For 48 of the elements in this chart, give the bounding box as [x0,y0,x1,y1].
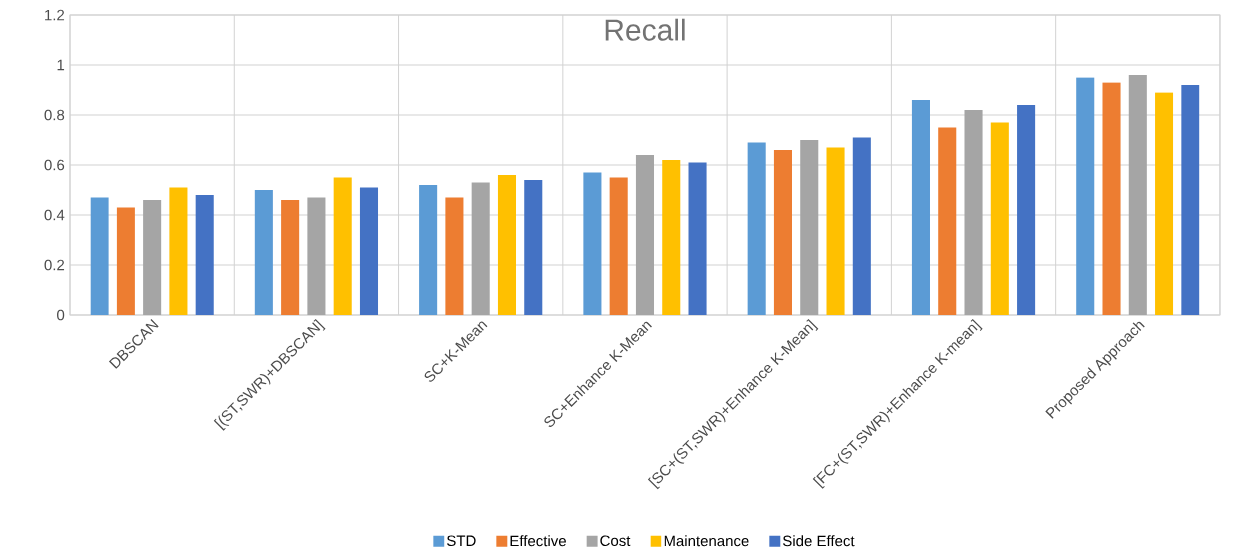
bar [281,200,300,315]
bar [938,127,957,315]
legend-label: Effective [510,535,566,547]
bar [143,200,162,315]
bar [524,180,543,315]
y-tick-label: 0.6 [44,159,65,171]
legend-label: STD [447,535,476,547]
legend-label: Side Effect [783,535,855,547]
bar [359,187,379,315]
bar [195,195,214,315]
bar [800,140,819,315]
bar [583,172,602,315]
y-tick-label: 0.2 [44,259,65,271]
bar [1102,82,1121,315]
bar [1017,105,1036,315]
bar [497,175,517,315]
bar [688,162,707,315]
bar [852,137,871,315]
legend-label: Cost [600,535,631,547]
bar [826,147,845,315]
bar [964,110,983,315]
bar [1076,77,1095,315]
bar [1181,85,1200,315]
bar [747,142,766,315]
bar [116,207,135,315]
bar [445,197,464,315]
y-tick-label: 1 [57,59,65,71]
bar [990,122,1009,315]
bar [662,160,681,315]
bar [773,150,792,315]
chart-title: Recall [605,18,685,41]
y-tick-label: 0.4 [44,209,65,221]
bar [90,197,109,315]
bar [1128,75,1147,315]
bar [307,197,326,315]
y-tick-label: 0 [57,309,65,321]
bar [333,177,352,315]
y-tick-label: 0.8 [44,109,65,121]
bar [1155,92,1174,315]
bar [254,190,273,315]
bar [419,185,438,315]
legend-label: Maintenance [664,535,749,547]
bar [635,155,655,315]
y-tick-label: 1.2 [45,9,65,21]
bar [471,182,490,315]
bar [609,177,628,315]
bar [169,187,188,315]
bar [911,100,930,315]
